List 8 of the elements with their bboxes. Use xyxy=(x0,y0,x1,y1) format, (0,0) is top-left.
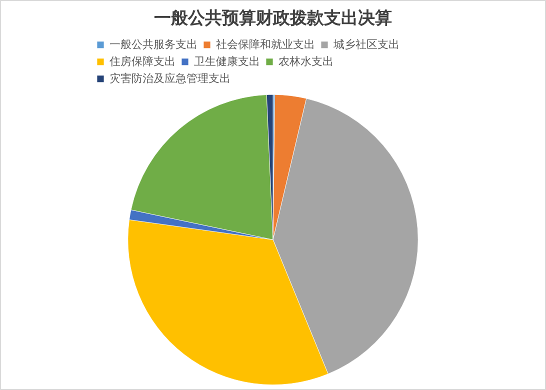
legend-label: 灾害防治及应急管理支出 xyxy=(110,72,230,85)
legend-label: 社会保障和就业支出 xyxy=(216,38,315,51)
legend-label: 住房保障支出 xyxy=(110,54,176,68)
legend-label: 卫生健康支出 xyxy=(194,54,260,68)
legend-label: 城乡社区支出 xyxy=(332,38,400,51)
chart-title: 一般公共预算财政拨款支出决算 xyxy=(154,8,392,29)
legend-label: 一般公共服务支出 xyxy=(110,38,198,51)
legend-label: 农林水支出 xyxy=(278,54,334,68)
